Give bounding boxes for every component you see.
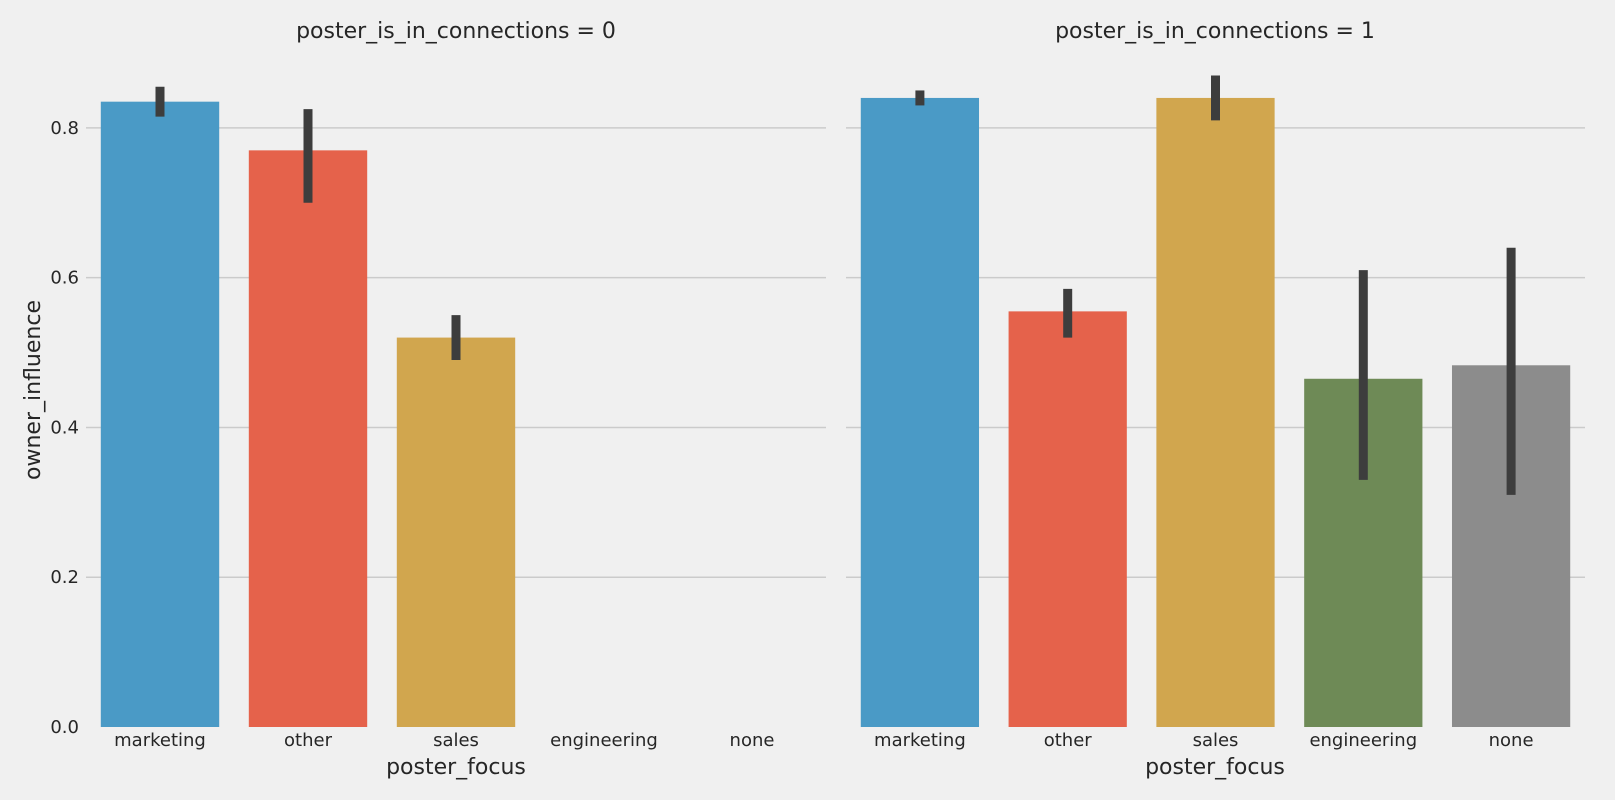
y-tick-0.2: 0.2 [50, 567, 79, 588]
bar-other [248, 150, 368, 727]
x-tick-other: other [1044, 730, 1093, 751]
error-bars-0 [155, 86, 461, 361]
facet-title-1: poster_is_in_connections = 1 [1055, 19, 1375, 44]
y-tick-labels: 0.0 0.2 0.4 0.6 0.8 [50, 118, 79, 738]
x-tick-marketing: marketing [874, 730, 966, 751]
x-tick-engineering: engineering [550, 730, 658, 751]
x-tick-engineering: engineering [1309, 730, 1417, 751]
bar-marketing [100, 101, 220, 727]
x-tick-sales: sales [433, 730, 479, 751]
x-tick-none: none [1489, 730, 1534, 751]
y-tick-0.8: 0.8 [50, 118, 79, 139]
bar-sales [1156, 97, 1275, 727]
facet-panel-0: poster_is_in_connections = 0 marketing ot… [86, 19, 826, 780]
y-tick-0.4: 0.4 [50, 417, 79, 438]
x-tick-marketing: marketing [114, 730, 206, 751]
x-tick-none: none [730, 730, 775, 751]
x-axis-label-0: poster_focus [386, 755, 526, 780]
y-tick-0.6: 0.6 [50, 268, 79, 289]
facet-panel-1: poster_is_in_connections = 1 marketing ot… [846, 19, 1585, 780]
y-axis-label: owner_influence [21, 300, 46, 480]
bar-other [1008, 311, 1127, 727]
y-tick-0.0: 0.0 [50, 717, 79, 738]
bar-sales [396, 337, 516, 727]
x-axis-label-1: poster_focus [1145, 755, 1285, 780]
x-tick-labels-0: marketing other sales engineering none [114, 730, 774, 751]
bars-0 [100, 101, 516, 727]
facet-title-0: poster_is_in_connections = 0 [296, 19, 616, 44]
x-tick-labels-1: marketing other sales engineering none [874, 730, 1534, 751]
error-bars-1 [915, 75, 1516, 495]
bar-marketing [860, 97, 980, 727]
x-tick-other: other [284, 730, 333, 751]
x-tick-sales: sales [1193, 730, 1239, 751]
